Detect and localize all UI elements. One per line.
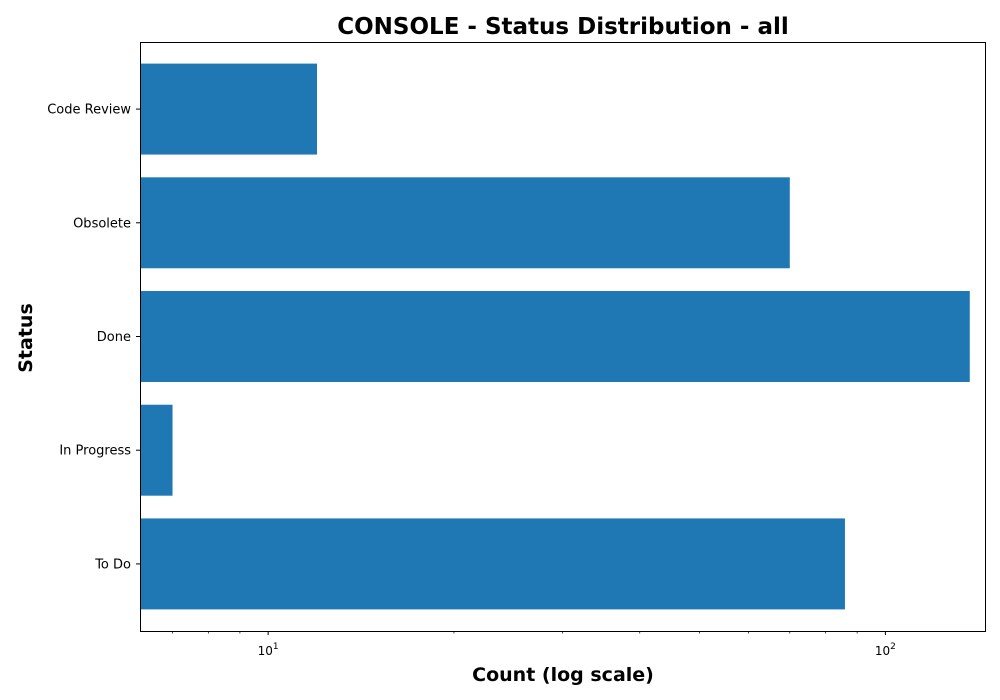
y-tick-label-in-progress: In Progress: [59, 444, 131, 459]
bar-to-do: [140, 518, 845, 610]
bar-done: [140, 291, 970, 382]
x-axis-ticks: 101 102: [172, 631, 896, 658]
y-axis-label: Status: [15, 303, 37, 373]
bars-group: [140, 63, 970, 610]
x-tick-label-10: 101: [258, 642, 279, 658]
bar-in-progress: [140, 404, 173, 496]
y-tick-label-code-review: Code Review: [47, 103, 131, 118]
y-tick-label-done: Done: [97, 330, 131, 345]
y-axis-ticks: Code Review Obsolete Done In Progress To Do: [47, 103, 140, 572]
x-axis-label: Count (log scale): [472, 664, 654, 686]
x-tick-label-100: 102: [875, 642, 896, 658]
chart-title: CONSOLE - Status Distribution - all: [337, 14, 789, 40]
y-tick-label-obsolete: Obsolete: [73, 216, 131, 231]
bar-code-review: [140, 63, 318, 155]
y-tick-label-to-do: To Do: [94, 557, 131, 572]
plot-area-frame: [140, 42, 986, 632]
bar-obsolete: [140, 177, 790, 269]
